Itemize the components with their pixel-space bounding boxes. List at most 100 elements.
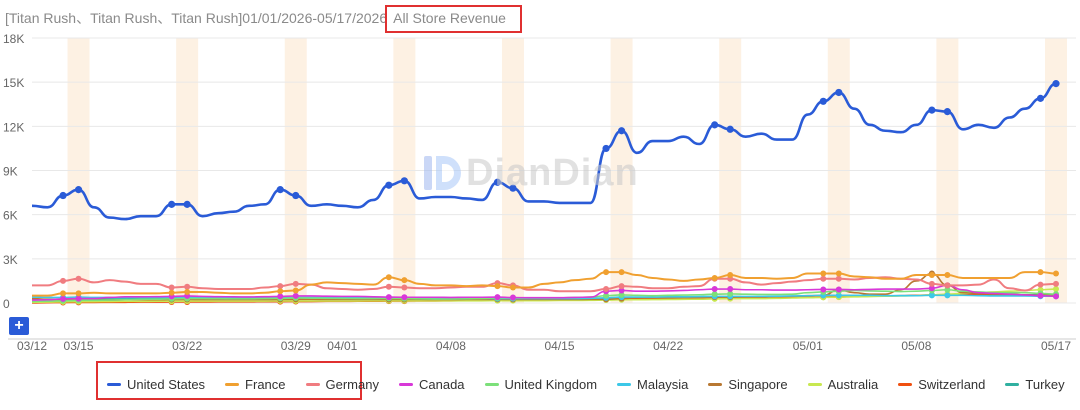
data-point[interactable] <box>928 106 936 114</box>
data-point[interactable] <box>820 275 827 282</box>
data-point[interactable] <box>385 283 392 290</box>
data-point[interactable] <box>494 283 501 290</box>
data-point[interactable] <box>385 181 393 189</box>
data-point[interactable] <box>74 186 83 194</box>
data-point[interactable] <box>617 127 626 135</box>
data-point[interactable] <box>711 274 718 281</box>
legend-item[interactable]: Germany <box>305 377 379 392</box>
expand-button[interactable]: + <box>9 317 29 335</box>
data-point[interactable] <box>277 293 284 300</box>
data-point[interactable] <box>60 290 67 297</box>
legend-item[interactable]: Singapore <box>708 377 788 392</box>
data-point[interactable] <box>835 286 842 293</box>
data-point[interactable] <box>1052 80 1060 88</box>
diandian-logo-icon <box>424 156 461 190</box>
data-point[interactable] <box>292 292 299 299</box>
data-point[interactable] <box>1037 292 1044 299</box>
data-point[interactable] <box>711 286 718 293</box>
data-point[interactable] <box>618 283 625 290</box>
data-point[interactable] <box>59 191 67 200</box>
legend-swatch <box>398 382 413 386</box>
data-point[interactable] <box>727 290 734 297</box>
data-point[interactable] <box>944 286 951 293</box>
data-point[interactable] <box>1037 269 1044 276</box>
series-line[interactable] <box>31 284 1057 301</box>
data-point[interactable] <box>1053 286 1059 293</box>
metric-label[interactable]: All Store Revenue <box>385 5 522 33</box>
data-point[interactable] <box>944 272 951 279</box>
series-line[interactable] <box>31 272 1056 301</box>
data-point[interactable] <box>835 270 842 277</box>
data-point[interactable] <box>292 191 300 200</box>
legend-item[interactable]: Malaysia <box>617 377 688 392</box>
data-point[interactable] <box>944 292 951 299</box>
data-point[interactable] <box>943 108 951 116</box>
data-point[interactable] <box>928 292 935 299</box>
legend-item[interactable]: Canada <box>398 377 465 392</box>
data-point[interactable] <box>292 280 299 287</box>
data-point[interactable] <box>618 287 625 294</box>
data-point[interactable] <box>1053 270 1059 277</box>
data-point[interactable] <box>928 280 935 287</box>
data-point[interactable] <box>75 290 82 297</box>
data-point[interactable] <box>401 284 408 291</box>
data-point[interactable] <box>928 285 935 292</box>
data-point[interactable] <box>726 125 734 133</box>
data-point[interactable] <box>603 269 610 276</box>
data-point[interactable] <box>184 288 191 295</box>
legend-item[interactable]: Switzerland <box>898 377 985 392</box>
legend-item[interactable]: Turkey <box>1005 377 1065 392</box>
data-point[interactable] <box>401 294 408 301</box>
data-point[interactable] <box>820 286 827 293</box>
data-point[interactable] <box>1053 293 1059 300</box>
data-point[interactable] <box>60 295 67 302</box>
data-point[interactable] <box>711 291 718 298</box>
data-point[interactable] <box>385 294 392 301</box>
data-point[interactable] <box>509 294 516 301</box>
data-point[interactable] <box>835 275 842 282</box>
legend-item[interactable]: United Kingdom <box>484 377 597 392</box>
data-point[interactable] <box>603 286 610 293</box>
series-line[interactable] <box>32 276 1057 293</box>
data-point[interactable] <box>602 144 610 153</box>
data-point[interactable] <box>727 272 734 279</box>
data-point[interactable] <box>168 289 175 296</box>
data-point[interactable] <box>509 284 516 291</box>
data-point[interactable] <box>168 284 175 291</box>
data-point[interactable] <box>618 269 625 276</box>
legend-item[interactable]: United States <box>107 377 205 392</box>
data-point[interactable] <box>1036 94 1045 102</box>
data-point[interactable] <box>819 97 827 105</box>
legend-item[interactable]: France <box>225 377 286 392</box>
data-point[interactable] <box>727 286 734 293</box>
data-point[interactable] <box>75 275 82 282</box>
data-point[interactable] <box>60 277 67 284</box>
legend-item[interactable]: Australia <box>807 377 878 392</box>
data-point[interactable] <box>292 287 299 294</box>
data-point[interactable] <box>493 178 502 186</box>
series-line[interactable] <box>31 271 1057 297</box>
data-point[interactable] <box>711 121 719 129</box>
data-point[interactable] <box>603 292 610 299</box>
data-point[interactable] <box>400 177 408 185</box>
data-point[interactable] <box>835 292 842 299</box>
data-point[interactable] <box>385 274 392 281</box>
data-point[interactable] <box>494 294 501 301</box>
data-point[interactable] <box>509 184 517 192</box>
data-point[interactable] <box>928 272 935 279</box>
data-point[interactable] <box>183 200 191 208</box>
series-line[interactable] <box>31 82 1057 221</box>
data-point[interactable] <box>277 288 284 295</box>
data-point[interactable] <box>618 291 625 298</box>
data-point[interactable] <box>1037 281 1044 288</box>
data-point[interactable] <box>820 270 827 277</box>
data-point[interactable] <box>168 200 176 208</box>
data-point[interactable] <box>75 295 82 302</box>
data-point[interactable] <box>184 283 191 290</box>
data-point[interactable] <box>276 186 284 194</box>
data-point[interactable] <box>835 88 843 97</box>
data-point[interactable] <box>277 283 284 290</box>
data-point[interactable] <box>1053 280 1059 287</box>
data-point[interactable] <box>401 277 408 284</box>
data-point[interactable] <box>944 282 951 289</box>
